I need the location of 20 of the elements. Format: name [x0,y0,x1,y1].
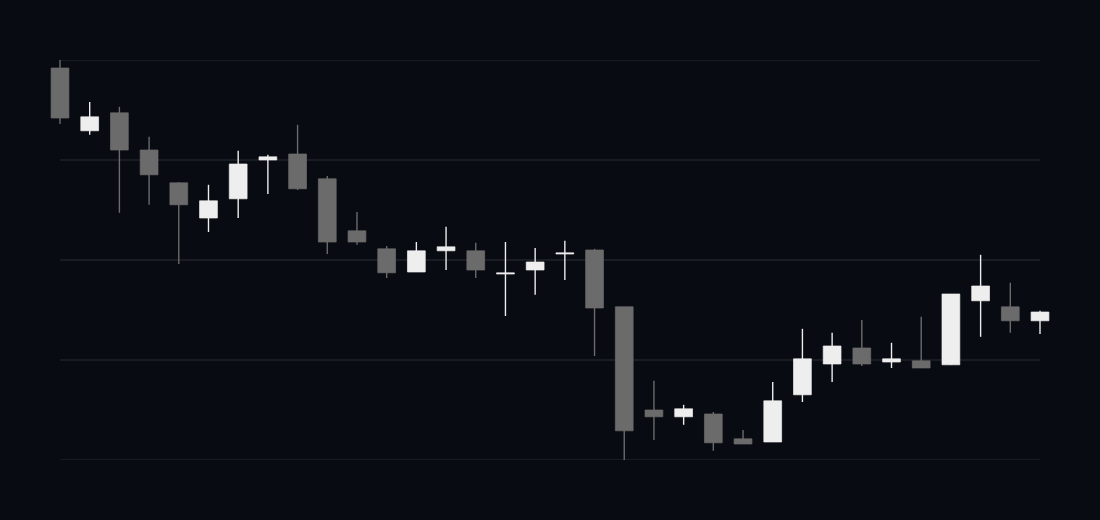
candlestick [644,380,664,441]
candlestick [911,316,931,369]
candlestick [852,319,872,367]
candlestick [377,245,396,279]
candlestick [436,226,456,271]
candlestick [80,101,99,136]
candlestick [169,181,189,265]
candlestick [466,242,486,279]
candlestick [199,184,218,233]
candlestick [822,332,842,383]
candlestick [258,154,278,195]
candlestick [674,404,693,426]
candlestick [882,342,901,369]
candlestick [407,241,426,273]
candlestick [1001,282,1020,334]
candlestick [496,241,515,317]
candlestick [555,240,575,281]
candlestick [525,247,545,296]
candlestick [971,254,990,338]
candlestick [347,211,367,246]
